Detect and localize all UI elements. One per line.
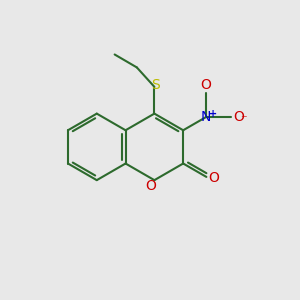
Text: S: S (152, 78, 160, 92)
Text: O: O (200, 78, 211, 92)
Text: N: N (200, 110, 211, 124)
Text: O: O (208, 171, 219, 185)
Text: O: O (233, 110, 244, 124)
Text: +: + (209, 109, 217, 119)
Text: ⁻: ⁻ (240, 113, 247, 126)
Text: O: O (145, 179, 156, 193)
